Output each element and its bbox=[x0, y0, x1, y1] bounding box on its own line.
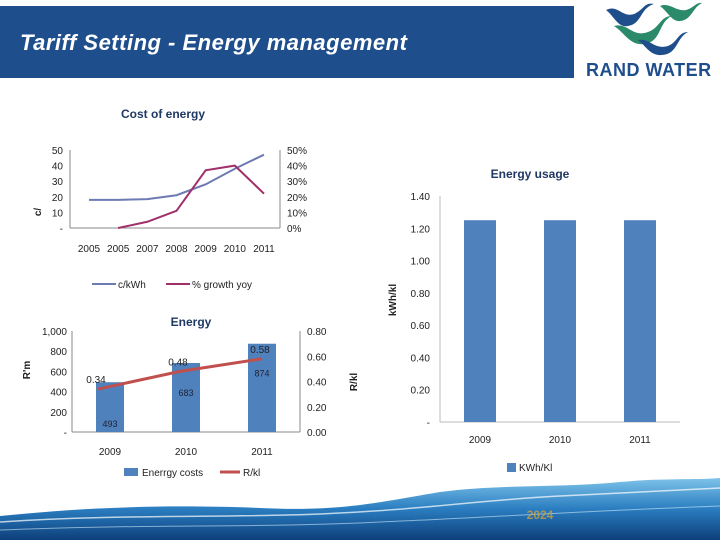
chart3-y-tick: 1.00 bbox=[411, 257, 431, 268]
chart2-title: Energy bbox=[171, 315, 212, 329]
chart1-ylabel: c/ bbox=[33, 208, 44, 217]
chart1-y2-tick: 20% bbox=[287, 193, 307, 204]
chart1-legend-label: % growth yoy bbox=[192, 280, 252, 291]
chart2-y-tick: 600 bbox=[50, 367, 67, 378]
chart2-bar bbox=[96, 382, 124, 432]
chart2-line-label: 0.48 bbox=[168, 357, 188, 368]
chart2-ylabel: R'm bbox=[22, 361, 33, 380]
chart2-x-tick: 2011 bbox=[251, 447, 273, 458]
chart3-legend-label: KWh/Kl bbox=[519, 463, 552, 474]
chart2-x-tick: 2010 bbox=[175, 447, 198, 458]
slide-title: Tariff Setting - Energy management bbox=[20, 30, 408, 55]
chart1-x-tick: 2005 bbox=[78, 244, 101, 255]
chart2-y-tick: 800 bbox=[50, 347, 67, 358]
chart3-y-tick: 0.40 bbox=[411, 353, 431, 364]
chart2-legend-swatch bbox=[124, 468, 138, 476]
chart3-bar bbox=[464, 220, 496, 422]
chart3-y-tick: 0.20 bbox=[411, 386, 431, 397]
chart1-y2-tick: 40% bbox=[287, 162, 307, 173]
title-bar: Tariff Setting - Energy management bbox=[0, 6, 574, 78]
chart2-bar-label: 874 bbox=[254, 369, 269, 379]
wave-logo-icon bbox=[606, 2, 702, 56]
chart1-x-tick: 2011 bbox=[253, 244, 275, 255]
chart3-title: Energy usage bbox=[491, 167, 570, 181]
chart3-y-tick: - bbox=[427, 418, 430, 429]
chart2-y2-tick: 0.80 bbox=[307, 327, 327, 338]
chart3-y-tick: 0.80 bbox=[411, 289, 431, 300]
chart1-y2-tick: 50% bbox=[287, 146, 307, 157]
chart2-y-tick: 1,000 bbox=[42, 327, 67, 338]
chart2-x-tick: 2009 bbox=[99, 447, 122, 458]
chart1-series-line-1 bbox=[89, 153, 265, 201]
chart3-y-tick: 0.60 bbox=[411, 321, 431, 332]
chart2-bar bbox=[248, 343, 276, 432]
chart-energy-usage: Energy usage kWh/kl 1.40 1.20 1.00 0.80 0.60… bbox=[388, 167, 680, 474]
chart1-y-tick: 40 bbox=[52, 162, 64, 173]
chart1-title: Cost of energy bbox=[121, 107, 205, 121]
chart2-bar-label: 493 bbox=[102, 419, 117, 429]
rand-water-logo: RAND WATER bbox=[578, 0, 720, 82]
chart1-x-tick: 2008 bbox=[165, 244, 188, 255]
footer-label: 2024 bbox=[527, 508, 554, 522]
chart3-y-tick: 1.20 bbox=[411, 224, 431, 235]
chart1-y-tick: 20 bbox=[52, 193, 64, 204]
chart1-x-tick: 2009 bbox=[195, 244, 218, 255]
chart3-y-tick: 1.40 bbox=[411, 192, 431, 203]
chart2-line-label: 0.58 bbox=[250, 345, 270, 356]
chart3-bar bbox=[624, 220, 656, 422]
chart2-y2-tick: 0.20 bbox=[307, 403, 327, 414]
chart2-line bbox=[97, 357, 263, 391]
chart1-y2-tick: 10% bbox=[287, 208, 307, 219]
chart1-y-tick: - bbox=[60, 224, 63, 235]
chart3-bar bbox=[544, 220, 576, 422]
chart-energy: Energy R'm R/kl 1,000 800 600 400 200 - 0.80 0… bbox=[22, 315, 360, 479]
chart1-x-tick: 2005 bbox=[107, 244, 130, 255]
chart2-y-tick: 200 bbox=[50, 408, 67, 419]
chart2-bar-label: 683 bbox=[178, 388, 193, 398]
chart1-y-tick: 50 bbox=[52, 146, 64, 157]
chart3-x-tick: 2011 bbox=[629, 435, 651, 446]
chart3-legend-swatch bbox=[507, 463, 516, 472]
chart2-y2label: R/kl bbox=[349, 373, 360, 392]
chart1-x-tick: 2010 bbox=[224, 244, 247, 255]
footer-wave: 2024 bbox=[0, 478, 720, 540]
chart3-x-tick: 2010 bbox=[549, 435, 572, 446]
chart2-line-label: 0.34 bbox=[86, 375, 106, 386]
chart2-y2-tick: 0.00 bbox=[307, 428, 327, 439]
chart1-legend-label: c/kWh bbox=[118, 280, 146, 291]
chart2-y2-tick: 0.40 bbox=[307, 378, 327, 389]
chart1-series-line-2 bbox=[117, 164, 265, 229]
logo-text: RAND WATER bbox=[586, 60, 712, 80]
chart2-bar bbox=[172, 363, 200, 432]
chart1-y2-tick: 0% bbox=[287, 224, 302, 235]
chart3-ylabel: kWh/kl bbox=[388, 284, 399, 316]
chart2-y-tick: 400 bbox=[50, 388, 67, 399]
chart1-y-tick: 10 bbox=[52, 208, 64, 219]
chart3-x-tick: 2009 bbox=[469, 435, 492, 446]
chart2-y2-tick: 0.60 bbox=[307, 352, 327, 363]
chart1-x-tick: 2007 bbox=[136, 244, 159, 255]
chart2-y-tick: - bbox=[64, 428, 67, 439]
chart1-y-tick: 30 bbox=[52, 177, 64, 188]
chart1-y2-tick: 30% bbox=[287, 177, 307, 188]
